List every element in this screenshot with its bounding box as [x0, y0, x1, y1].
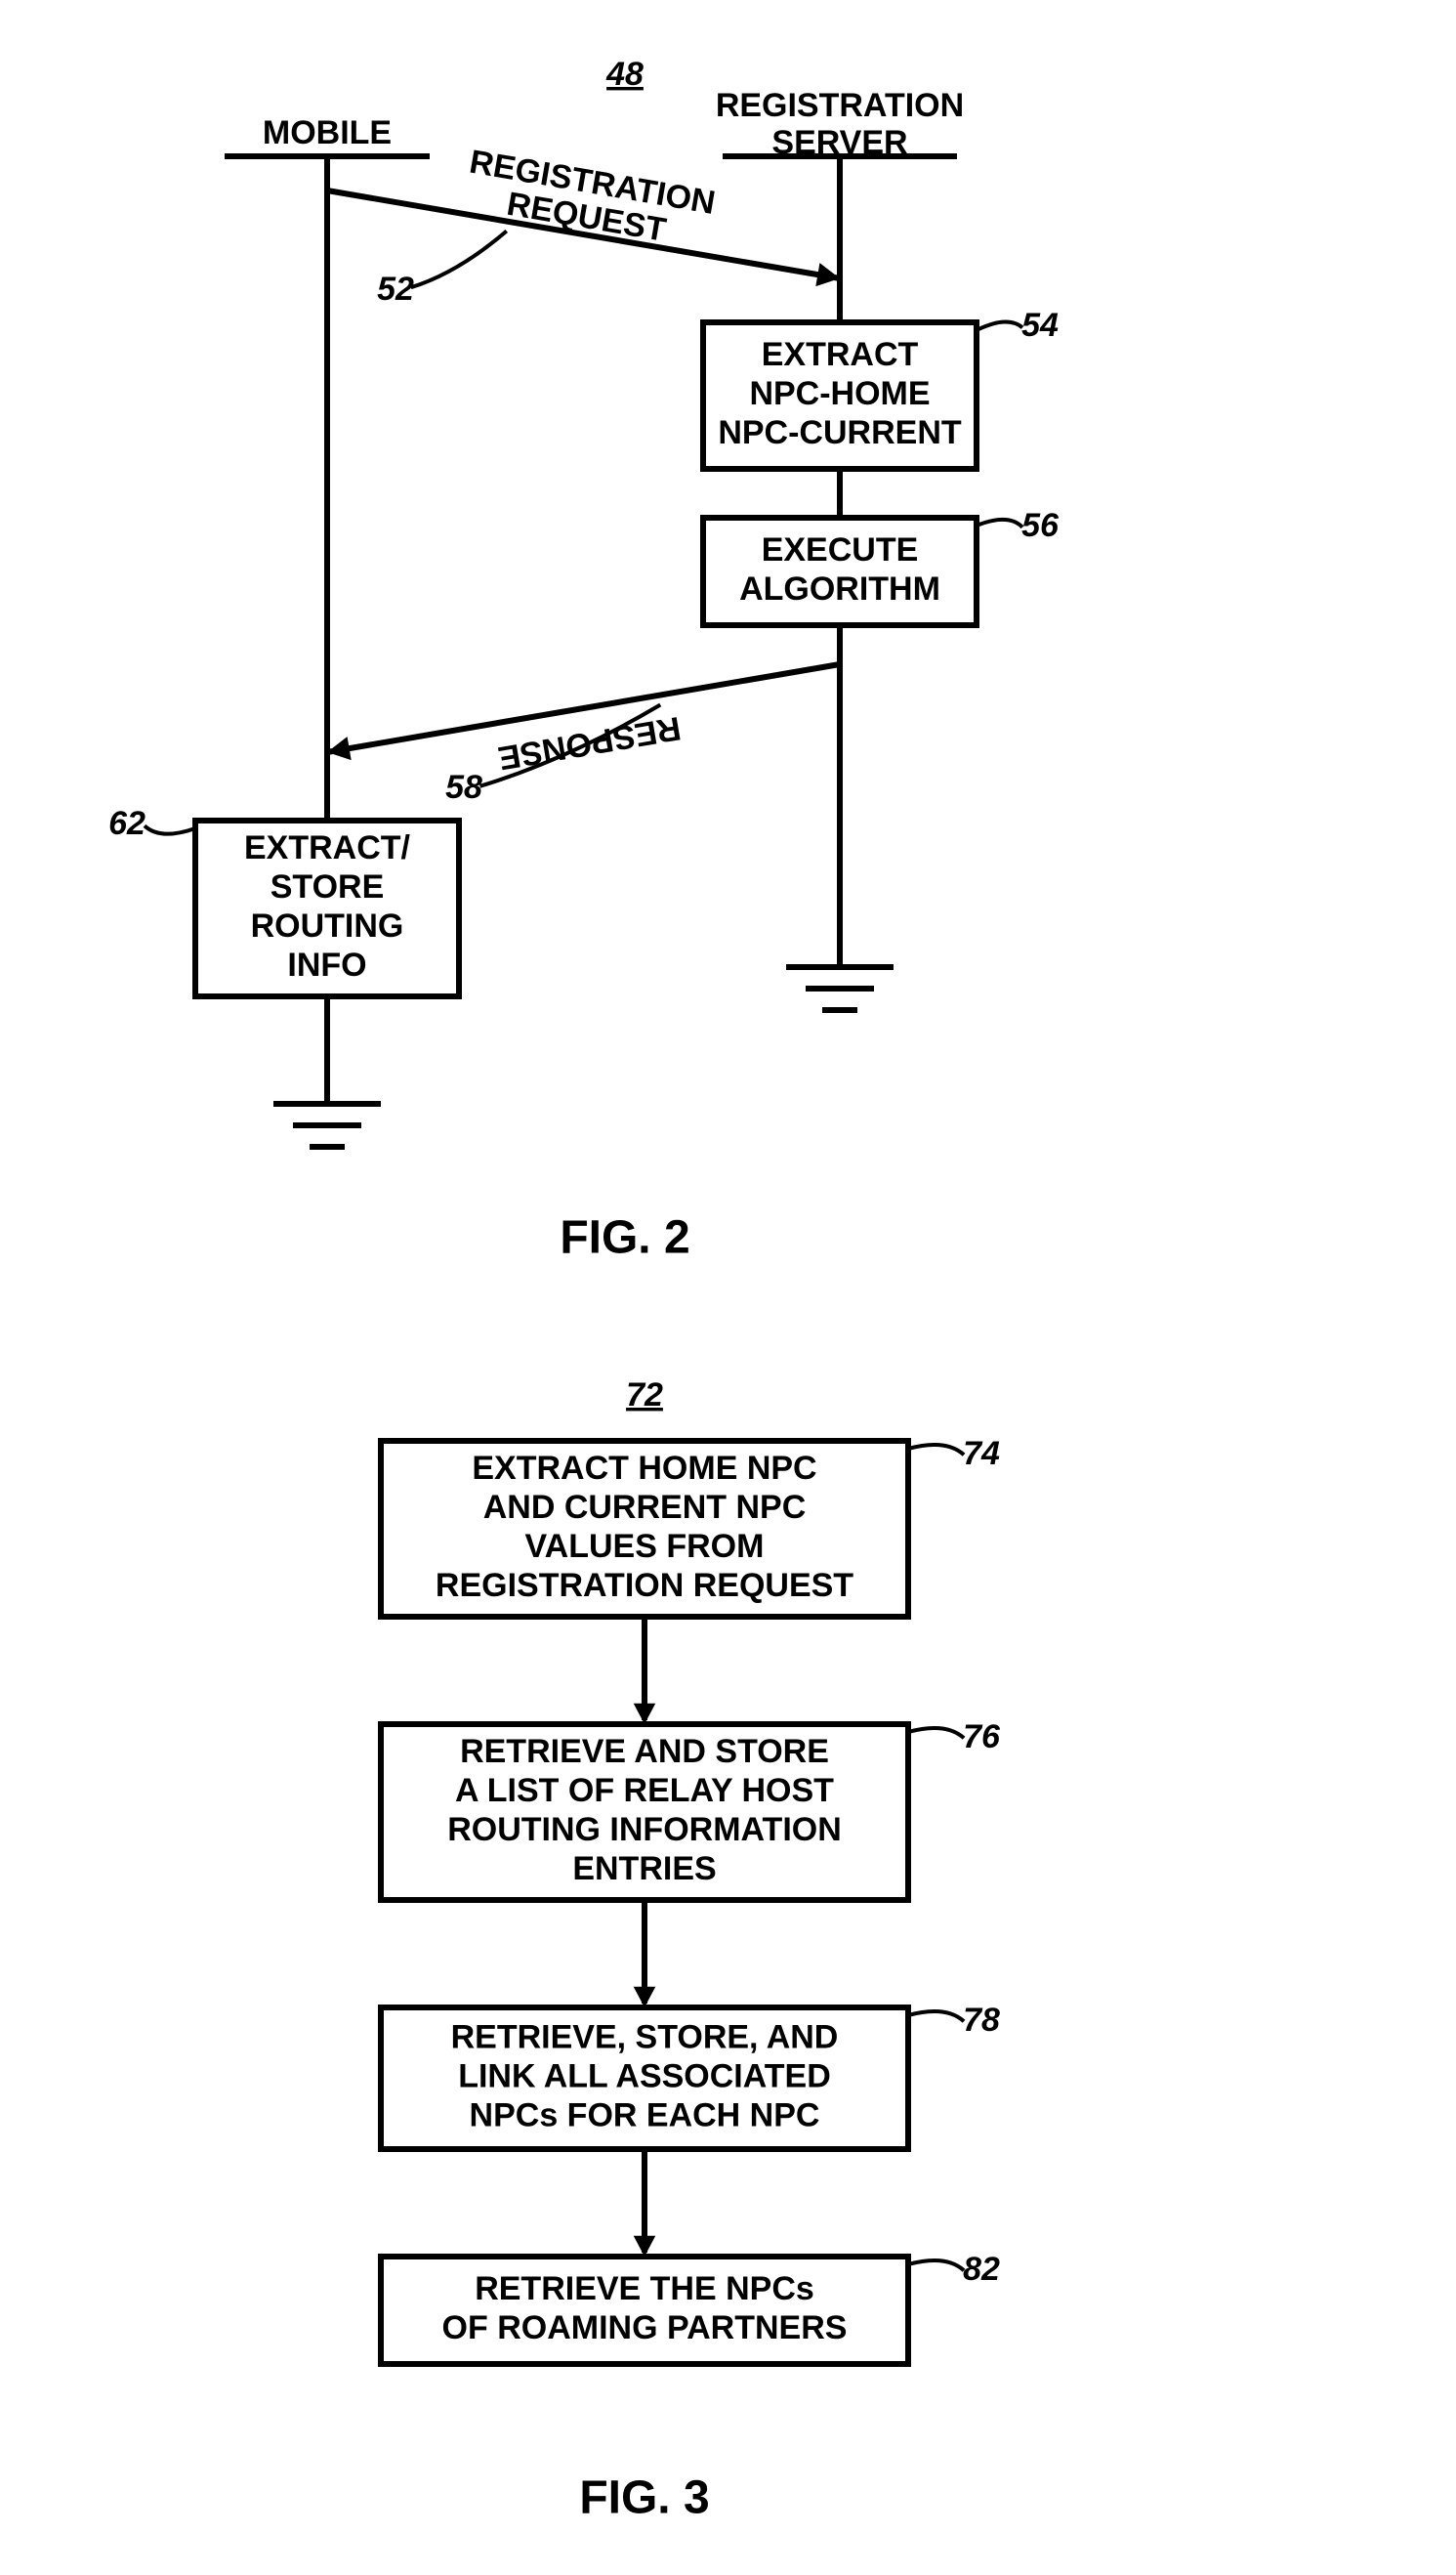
svg-text:82: 82 [963, 2251, 1000, 2288]
svg-text:RETRIEVE THE NPCs: RETRIEVE THE NPCs [475, 2270, 814, 2307]
svg-text:ROUTING: ROUTING [251, 908, 404, 945]
svg-text:56: 56 [1021, 507, 1060, 544]
svg-text:NPC-CURRENT: NPC-CURRENT [718, 414, 962, 451]
fig2-box-extract-store-routing: EXTRACT/STOREROUTINGINFO 62 [108, 805, 459, 996]
svg-text:LINK ALL ASSOCIATED: LINK ALL ASSOCIATED [458, 2057, 831, 2094]
svg-text:62: 62 [108, 805, 146, 842]
fig3-node-82: RETRIEVE THE NPCsOF ROAMING PARTNERS 82 [381, 2251, 1000, 2364]
svg-text:NPC-HOME: NPC-HOME [749, 375, 930, 412]
svg-text:INFO: INFO [287, 947, 366, 984]
ref-leader: 76 [908, 1718, 1001, 1755]
svg-text:EXTRACT/: EXTRACT/ [244, 829, 411, 866]
fig2-number: 48 [605, 56, 644, 93]
ground-symbol [786, 967, 894, 1010]
svg-text:RETRIEVE, STORE, AND: RETRIEVE, STORE, AND [451, 2018, 839, 2055]
svg-text:EXTRACT HOME NPC: EXTRACT HOME NPC [472, 1450, 816, 1487]
ground-symbol [273, 1104, 381, 1147]
fig2-box-extract-npc: EXTRACTNPC-HOMENPC-CURRENT 54 [703, 307, 1059, 469]
fig3-node-76: RETRIEVE AND STOREA LIST OF RELAY HOSTRO… [381, 1718, 1001, 1900]
svg-text:54: 54 [1021, 307, 1059, 344]
svg-text:78: 78 [963, 2002, 1000, 2039]
ref-leader: 78 [908, 2002, 1000, 2039]
svg-text:STORE: STORE [270, 868, 385, 906]
fig2-msg-registration-request: REGISTRATIONREQUEST52 [327, 144, 840, 308]
fig3-node-74: EXTRACT HOME NPCAND CURRENT NPCVALUES FR… [381, 1435, 1000, 1617]
svg-text:EXTRACT: EXTRACT [762, 336, 919, 373]
fig2-msg-response: RESPONSE58 [327, 664, 840, 806]
svg-text:EXECUTE: EXECUTE [762, 531, 919, 569]
fig2-mobile-label: MOBILE [263, 114, 392, 151]
svg-text:REGISTRATION REQUEST: REGISTRATION REQUEST [436, 1567, 853, 1604]
svg-text:AND CURRENT NPC: AND CURRENT NPC [483, 1489, 807, 1526]
fig2-box-execute-algorithm: EXECUTEALGORITHM 56 [703, 507, 1060, 625]
svg-text:A LIST OF RELAY HOST: A LIST OF RELAY HOST [455, 1772, 834, 1809]
text-block: RETRIEVE, STORE, ANDLINK ALL ASSOCIATEDN… [451, 2018, 839, 2133]
fig3-edge [634, 1900, 656, 2007]
fig3-caption: FIG. 3 [579, 2472, 709, 2524]
svg-text:RETRIEVE AND STORE: RETRIEVE AND STORE [460, 1733, 829, 1770]
ref-leader: 54 [977, 307, 1059, 344]
svg-text:ROUTING INFORMATION: ROUTING INFORMATION [447, 1811, 842, 1848]
fig3-edge [634, 1617, 656, 1724]
fig3-edge [634, 2149, 656, 2257]
ref-leader: 62 [108, 805, 195, 842]
svg-text:58: 58 [445, 769, 482, 806]
ref-leader: 52 [377, 232, 507, 308]
fig2-server-label: REGISTRATION [716, 87, 964, 124]
fig3-number: 72 [626, 1376, 663, 1414]
svg-text:74: 74 [963, 1435, 1000, 1472]
ref-leader: 82 [908, 2251, 1000, 2288]
svg-text:76: 76 [963, 1718, 1001, 1755]
svg-text:ENTRIES: ENTRIES [572, 1850, 716, 1887]
svg-text:52: 52 [377, 271, 414, 308]
svg-text:OF ROAMING PARTNERS: OF ROAMING PARTNERS [442, 2309, 848, 2346]
svg-text:VALUES FROM: VALUES FROM [525, 1528, 765, 1565]
ref-leader: 74 [908, 1435, 1000, 1472]
svg-text:NPCs FOR EACH NPC: NPCs FOR EACH NPC [470, 2096, 820, 2133]
ref-leader: 56 [977, 507, 1060, 544]
svg-text:ALGORITHM: ALGORITHM [739, 570, 940, 608]
fig3-node-78: RETRIEVE, STORE, ANDLINK ALL ASSOCIATEDN… [381, 2002, 1000, 2149]
fig2-caption: FIG. 2 [560, 1212, 689, 1264]
